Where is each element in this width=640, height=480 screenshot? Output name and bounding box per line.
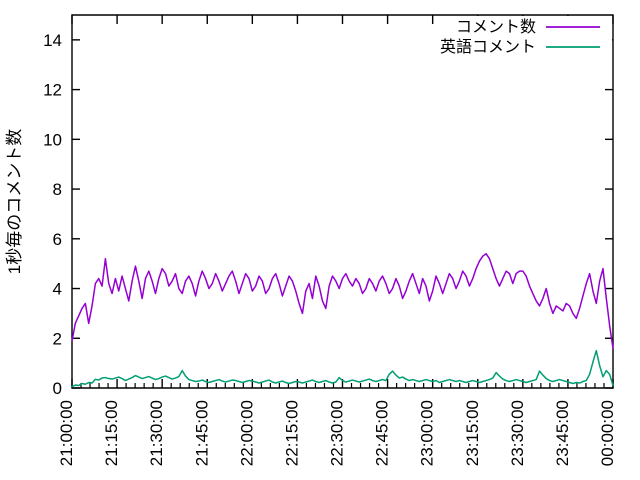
y-tick-label: 10 <box>43 130 62 149</box>
x-axis-ticks <box>71 15 614 388</box>
plot-frame <box>71 14 614 389</box>
x-tick-label: 22:15:00 <box>282 400 301 466</box>
axis-frame <box>71 14 614 389</box>
x-tick-label: 23:00:00 <box>418 400 437 466</box>
x-tick-label: 00:00:00 <box>598 400 617 466</box>
y-tick-label: 2 <box>53 329 62 348</box>
x-tick-label: 21:15:00 <box>102 400 121 466</box>
y-tick-label: 4 <box>53 280 62 299</box>
y-axis-title: 1秒毎のコメント数 <box>5 129 24 274</box>
x-tick-label: 23:30:00 <box>508 400 527 466</box>
legend-background <box>440 16 612 58</box>
x-tick-label: 23:15:00 <box>463 400 482 466</box>
series-line-1 <box>71 252 614 349</box>
x-tick-label: 21:45:00 <box>192 400 211 466</box>
x-tick-label: 21:30:00 <box>147 400 166 466</box>
x-tick-label: 22:00:00 <box>237 400 256 466</box>
y-axis-ticks <box>72 39 613 389</box>
x-axis-tick-labels: 21:00:00 21:15:00 21:30:00 21:45:00 22:00:00… <box>57 400 617 466</box>
legend-label-1: コメント数 <box>456 18 536 36</box>
series-line-2 <box>71 349 614 388</box>
y-tick-label: 14 <box>43 31 62 50</box>
y-tick-label: 8 <box>53 180 62 199</box>
x-tick-label: 22:45:00 <box>373 400 392 466</box>
y-tick-label: 0 <box>53 379 62 398</box>
x-tick-label: 23:45:00 <box>553 400 572 466</box>
data-series-group <box>71 252 614 388</box>
x-tick-label: 21:00:00 <box>57 400 76 466</box>
y-tick-label: 6 <box>53 230 62 249</box>
y-axis-tick-labels: 0 2 4 6 8 10 12 14 <box>43 31 62 398</box>
legend-label-2: 英語コメント <box>440 38 536 56</box>
y-tick-label: 12 <box>43 81 62 100</box>
x-tick-label: 22:30:00 <box>328 400 347 466</box>
